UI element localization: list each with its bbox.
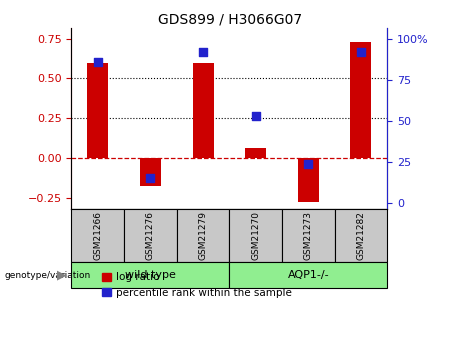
Text: genotype/variation: genotype/variation	[5, 270, 91, 280]
Point	[305, 161, 312, 166]
Point	[94, 59, 101, 65]
Text: wild type: wild type	[125, 270, 176, 280]
Bar	[350, 42, 372, 158]
Text: GSM21282: GSM21282	[356, 211, 366, 260]
Text: GSM21266: GSM21266	[93, 211, 102, 260]
Legend: log ratio, percentile rank within the sample: log ratio, percentile rank within the sa…	[97, 268, 296, 302]
Bar	[245, 148, 266, 158]
Point	[147, 176, 154, 181]
Bar	[140, 158, 161, 187]
Text: ▶: ▶	[58, 269, 67, 282]
Bar	[193, 62, 213, 158]
Bar	[298, 158, 319, 203]
Point	[199, 49, 207, 55]
Text: GSM21276: GSM21276	[146, 211, 155, 260]
Point	[252, 113, 260, 119]
Text: AQP1-/-: AQP1-/-	[288, 270, 329, 280]
Text: GSM21279: GSM21279	[199, 211, 207, 260]
Text: GDS899 / H3066G07: GDS899 / H3066G07	[159, 12, 302, 26]
Text: GSM21273: GSM21273	[304, 211, 313, 260]
Bar	[87, 62, 108, 158]
Text: GSM21270: GSM21270	[251, 211, 260, 260]
Point	[357, 49, 365, 55]
